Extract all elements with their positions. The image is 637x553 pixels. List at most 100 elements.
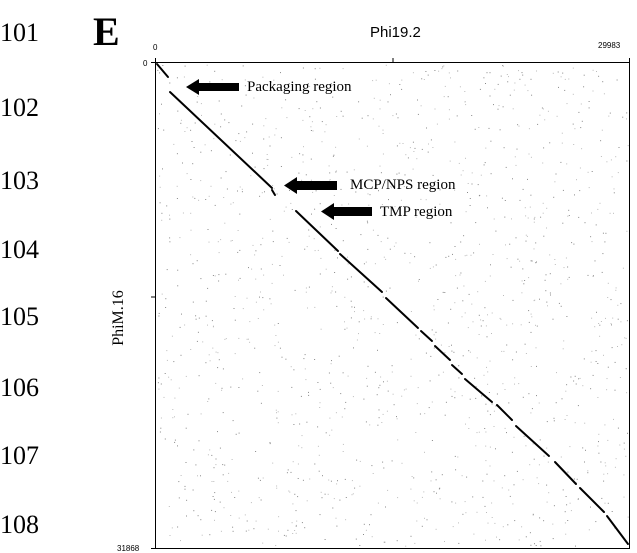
noise-dot [220,113,222,115]
noise-dot [525,215,527,217]
noise-dot [625,368,627,370]
noise-dot [504,475,506,477]
noise-dot [431,471,433,473]
noise-dot [467,183,469,184]
noise-dot [573,380,575,382]
noise-dot [487,383,489,385]
noise-dot [344,321,345,323]
noise-dot [306,246,308,248]
noise-dot [552,538,554,540]
noise-dot [380,241,382,243]
noise-dot [237,251,239,253]
noise-dot [367,115,369,117]
noise-dot [567,215,569,217]
noise-dot [471,172,473,174]
noise-dot [312,191,314,193]
noise-dot [568,78,570,80]
noise-dot [324,131,326,133]
noise-dot [217,431,218,433]
noise-dot [573,243,575,245]
noise-dot [328,479,330,481]
noise-dot [193,510,195,512]
noise-dot [322,475,323,477]
noise-dot [579,190,581,192]
noise-dot [382,153,384,155]
annotation-packaging-region: Packaging region [247,79,352,95]
noise-dot [314,78,316,80]
noise-dot [361,117,363,119]
noise-dot [529,532,531,534]
noise-dot [619,444,621,446]
noise-dot [511,218,512,220]
noise-dot [306,500,308,502]
noise-dot [407,157,409,159]
noise-dot [373,97,375,99]
noise-dot [360,234,362,236]
noise-dot [393,404,395,406]
noise-dot [572,123,574,125]
noise-dot [262,542,264,544]
noise-dot [523,283,525,285]
noise-dot [452,526,454,528]
diagonal-segment [339,253,383,293]
noise-dot [485,539,486,541]
noise-dot [522,396,524,398]
noise-dot [244,514,246,516]
noise-dot [449,160,451,162]
noise-dot [319,402,321,404]
noise-dot [549,273,551,275]
noise-dot [575,482,577,484]
noise-dot [195,464,197,466]
noise-dot [213,467,215,469]
noise-dot [549,292,551,294]
noise-dot [218,252,220,254]
noise-dot [506,74,508,75]
noise-dot [612,317,614,319]
noise-dot [584,422,586,424]
noise-dot [285,535,287,537]
noise-dot [450,222,452,224]
noise-dot [390,187,392,189]
noise-dot [450,308,452,310]
noise-dot [530,366,532,367]
noise-dot [564,522,566,524]
noise-dot [294,530,296,531]
noise-dot [386,380,388,382]
noise-dot [576,478,578,480]
noise-dot [176,198,178,199]
noise-dot [451,501,453,503]
noise-dot [437,299,439,300]
noise-dot [392,115,394,117]
noise-dot [527,90,529,92]
noise-dot [553,505,555,507]
noise-dot [567,278,569,280]
noise-dot [512,503,514,505]
noise-dot [315,190,317,192]
noise-dot [555,402,557,404]
noise-dot [311,121,313,123]
noise-dot [485,147,487,149]
noise-dot [254,254,256,256]
noise-dot [501,350,503,352]
noise-dot [500,75,502,77]
noise-dot [423,79,425,80]
noise-dot [206,64,208,66]
noise-dot [484,505,486,507]
noise-dot [285,99,287,101]
noise-dot [533,300,535,302]
noise-dot [385,290,387,292]
noise-dot [464,91,466,92]
noise-dot [566,316,568,317]
noise-dot [211,509,213,511]
noise-dot [522,268,524,270]
noise-dot [474,377,476,379]
diagonal-segment [515,425,550,457]
noise-dot [536,477,538,479]
noise-dot [487,207,488,209]
noise-dot [584,461,585,463]
noise-dot [583,74,585,76]
noise-dot [307,307,308,309]
noise-dot [569,446,571,448]
noise-dot [478,431,480,433]
noise-dot [416,158,418,160]
